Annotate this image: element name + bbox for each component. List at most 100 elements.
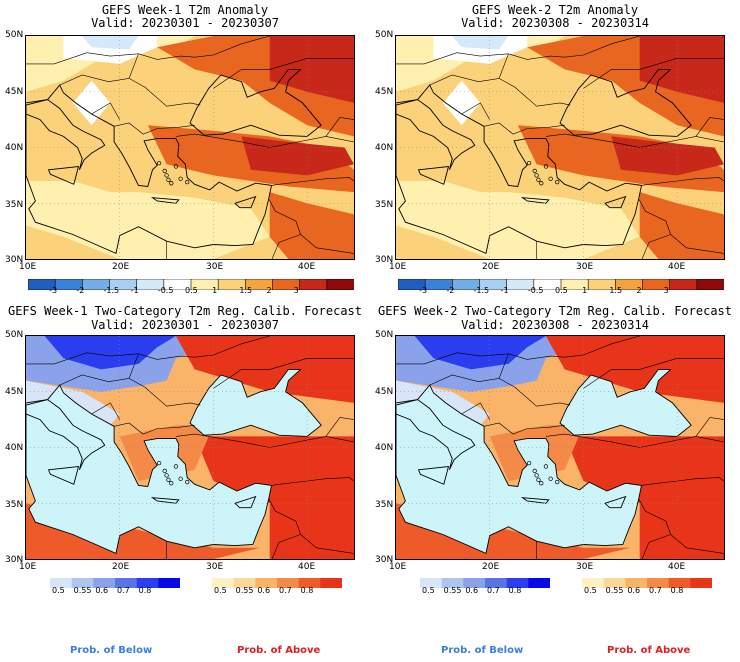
anomaly-colorbar — [27, 275, 355, 291]
prob-below-colorbar — [50, 573, 181, 588]
anomaly-strong-warm — [241, 136, 354, 176]
black-sea — [189, 68, 322, 137]
country-border — [498, 353, 509, 379]
prob-above-colorbar — [582, 573, 713, 588]
black-sea — [189, 368, 322, 437]
aegean-island — [526, 160, 532, 166]
anomaly-neutral — [433, 36, 528, 64]
country-border — [461, 102, 490, 120]
colorbar-label: 1.5 — [609, 286, 623, 295]
aegean-island — [555, 179, 560, 185]
italy-coastline — [26, 399, 106, 470]
aegean-island — [548, 476, 553, 481]
colorbar-swatch — [690, 578, 713, 588]
colorbar-label: 0.6 — [465, 586, 479, 595]
aegean-island — [539, 181, 544, 186]
anomaly-neutral — [442, 80, 481, 126]
panel-valid-dates: Valid: 20230308 - 20230314 — [461, 318, 649, 332]
aegean-island — [164, 473, 169, 478]
country-border — [114, 422, 195, 435]
country-border — [300, 234, 354, 254]
panel-valid-dates: Valid: 20230301 - 20230307 — [91, 318, 279, 332]
country-border — [213, 58, 354, 89]
prob-above-strong — [564, 436, 724, 559]
lon-label-40e: 40E — [298, 562, 316, 572]
country-border — [175, 133, 354, 148]
colorbar-label: 0.6 — [257, 586, 271, 595]
colorbar-label: -1 — [500, 286, 509, 295]
colorbar-label: 2 — [636, 286, 642, 295]
colorbar-label: 0.6 — [95, 586, 109, 595]
country-border — [300, 534, 354, 554]
sicily — [417, 165, 450, 185]
colorbar-label: 0.8 — [138, 586, 152, 595]
anomaly-moderate-warm — [26, 225, 120, 259]
lon-label-10e: 10E — [19, 262, 37, 272]
colorbar-label: 2 — [266, 286, 272, 295]
lat-label-40n: 40N — [375, 443, 394, 453]
colorbar-swatch — [420, 578, 442, 588]
aegean-island — [156, 460, 162, 466]
colorbar-label: 0.5 — [584, 586, 597, 595]
country-border — [545, 433, 724, 448]
colorbar-label: 0.5 — [555, 286, 568, 295]
aegean-island — [169, 481, 174, 486]
colorbar-swatch — [441, 578, 464, 588]
country-border — [670, 234, 724, 254]
anomaly-neutral — [63, 36, 158, 64]
lat-label-50n: 50N — [5, 30, 24, 40]
prob-below-colorbar-labels: 0.5 0.55 0.6 0.7 0.8 — [420, 587, 550, 597]
lat-label-35n: 35N — [5, 500, 24, 510]
country-border — [271, 477, 354, 486]
country-border — [583, 358, 724, 389]
panel-title: GEFS Week-1 T2m Anomaly — [101, 3, 269, 17]
colorbar-label: -1 — [130, 286, 139, 295]
aegean-island — [539, 481, 544, 486]
prob-above-colorbar — [212, 573, 343, 588]
anomaly-colorbar-labels: -3 -2 -1.5 -1 -0.5 0.5 1 1.5 2 3 — [28, 287, 354, 297]
aegean-island — [166, 177, 171, 182]
aegean-island — [173, 164, 179, 169]
lat-label-50n: 50N — [375, 30, 394, 40]
aegean-island — [543, 464, 549, 469]
colorbar-label: 1 — [582, 286, 588, 295]
prob-above-caption: Prob. of Above — [607, 645, 691, 656]
prob-below-strong — [44, 336, 176, 370]
colorbar-swatch — [93, 578, 116, 588]
country-border — [396, 336, 640, 365]
lon-label-30e: 30E — [576, 562, 594, 572]
country-border — [498, 53, 509, 79]
prob-below-caption: Prob. of Below — [70, 645, 153, 656]
colorbar-swatch — [485, 578, 507, 588]
colorbar-label: 0.5 — [185, 286, 198, 295]
anomaly-weak-cold — [82, 36, 139, 50]
lon-label-40e: 40E — [668, 262, 686, 272]
country-border — [695, 417, 724, 437]
country-border — [461, 402, 490, 420]
aegean-island — [185, 179, 190, 185]
sicily — [417, 465, 450, 485]
cyprus — [604, 195, 627, 209]
aegean-island — [162, 168, 167, 174]
aegean-island — [532, 468, 537, 474]
black-sea — [559, 68, 692, 137]
colorbar-label: 0.7 — [117, 586, 130, 595]
colorbar-label: -1.5 — [103, 286, 120, 295]
crete — [150, 197, 180, 204]
aegean-island — [526, 460, 532, 466]
map-area — [25, 335, 355, 560]
aegean-island — [166, 477, 171, 482]
sicily — [47, 165, 80, 185]
crete — [150, 497, 180, 504]
colorbar-label: -1.5 — [473, 286, 490, 295]
aegean-island — [156, 160, 162, 166]
anomaly-colorbar-labels: -3 -2 -1.5 -1 -0.5 0.5 1 1.5 2 3 — [398, 287, 724, 297]
country-border — [59, 374, 201, 407]
aegean-island — [534, 473, 539, 478]
aegean-island — [543, 164, 549, 169]
colorbar-label: 0.55 — [235, 586, 254, 595]
prob-above-caption: Prob. of Above — [237, 645, 321, 656]
colorbar-swatch — [528, 578, 551, 588]
country-border — [271, 177, 354, 186]
colorbar-label: 0.8 — [300, 586, 314, 595]
